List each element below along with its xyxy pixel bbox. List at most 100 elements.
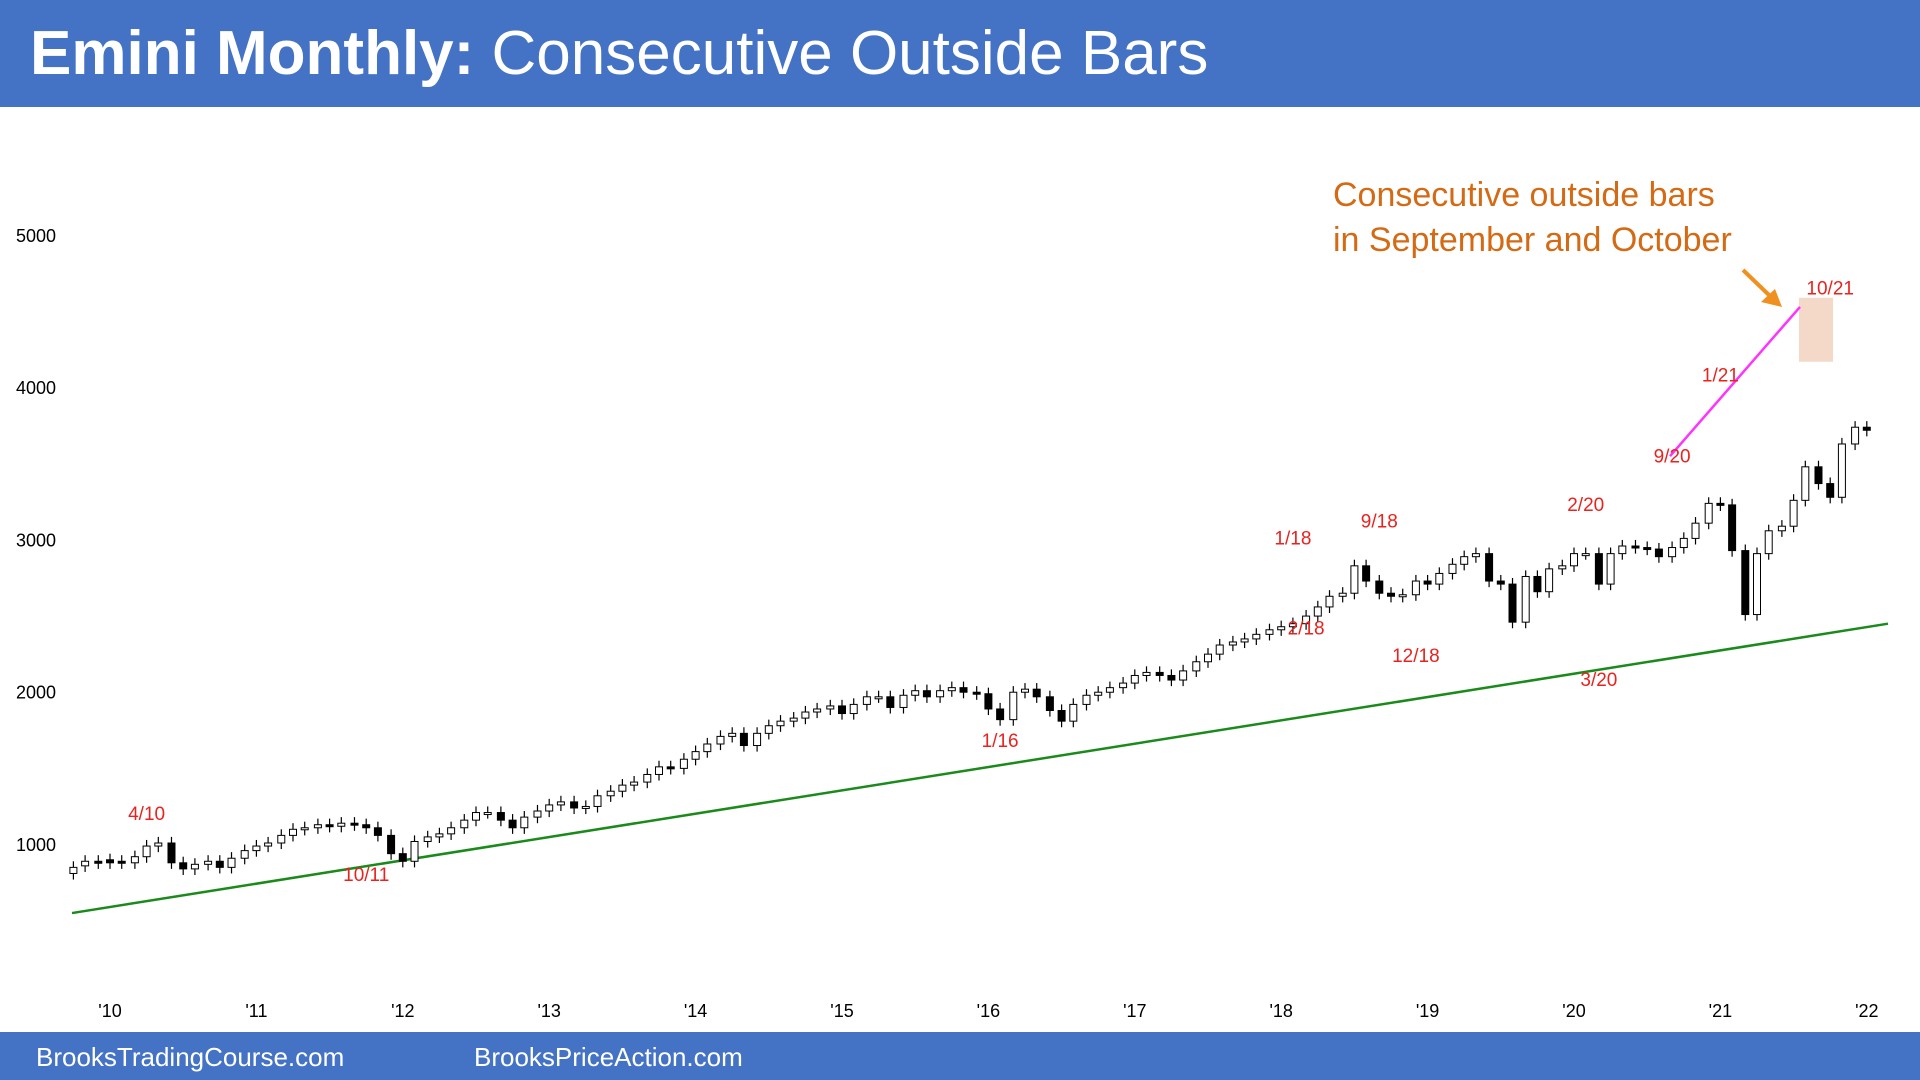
candle	[764, 719, 773, 740]
candle-body	[1375, 580, 1384, 594]
candle	[154, 836, 163, 853]
candle	[1313, 600, 1322, 623]
candle	[533, 804, 542, 824]
candle	[1545, 562, 1554, 598]
candle	[240, 844, 249, 865]
channel-line	[1669, 306, 1801, 457]
candle	[483, 806, 492, 819]
candle-body	[570, 801, 579, 809]
candle-body	[1167, 674, 1176, 681]
x-tick-label: '11	[245, 1001, 267, 1021]
candle-body	[1851, 426, 1860, 445]
candle	[1728, 498, 1737, 557]
candle-body	[618, 784, 627, 792]
candle	[117, 855, 126, 869]
candle	[753, 727, 762, 752]
candle	[922, 684, 931, 703]
candle-body	[1691, 522, 1700, 539]
candle-body	[1753, 553, 1761, 616]
x-tick-label: '10	[98, 1001, 121, 1021]
candle-body	[1105, 687, 1114, 693]
candle-body	[1581, 553, 1590, 557]
candle	[947, 681, 956, 697]
page-title: Emini Monthly: Consecutive Outside Bars	[30, 14, 1208, 94]
candle-body	[1045, 696, 1054, 711]
candle-body	[1265, 629, 1274, 635]
candle-body	[716, 735, 725, 745]
candle	[1764, 524, 1773, 560]
candle	[325, 818, 334, 833]
candle	[142, 839, 151, 863]
candle-body	[1570, 553, 1578, 567]
candle	[1362, 559, 1371, 588]
candle	[1533, 570, 1542, 598]
candle	[1082, 689, 1091, 711]
footer-site-1[interactable]: BrooksTradingCourse.com	[36, 1042, 345, 1072]
candle	[862, 690, 871, 711]
candle-body	[179, 862, 188, 870]
candle	[996, 702, 1005, 726]
candle-body	[215, 860, 224, 868]
candle-body	[167, 842, 176, 864]
date-label: 4/10	[128, 804, 165, 825]
candle-body	[1485, 553, 1494, 582]
candle	[1057, 704, 1066, 728]
candle-body	[69, 866, 78, 874]
candle	[1862, 421, 1871, 437]
candle	[1448, 558, 1457, 580]
candle-body	[1240, 638, 1249, 643]
title-rest: Consecutive Outside Bars	[491, 19, 1209, 88]
candle	[204, 855, 213, 871]
candle	[1496, 574, 1505, 591]
candle	[1777, 520, 1786, 537]
footer-site-2[interactable]: BrooksPriceAction.com	[474, 1042, 743, 1072]
candle-body	[874, 696, 883, 700]
candle-body	[1837, 443, 1846, 498]
candle-body	[508, 819, 517, 829]
candle-body	[1704, 502, 1713, 524]
candle	[1643, 541, 1652, 556]
candle	[1570, 547, 1578, 572]
candle	[252, 839, 261, 857]
candle-body	[1313, 606, 1322, 617]
candle	[606, 785, 615, 802]
candle-body	[154, 842, 163, 847]
candle	[1411, 574, 1420, 601]
y-tick-label: 2000	[16, 683, 56, 703]
candle	[1460, 550, 1469, 571]
candle-body	[1142, 671, 1151, 676]
candle-body	[922, 690, 931, 698]
candle-body	[1668, 547, 1677, 558]
candle-body	[666, 766, 675, 770]
candle-body	[1009, 691, 1018, 721]
x-tick-label: '15	[830, 1001, 853, 1021]
title-bold: Emini Monthly:	[30, 19, 475, 88]
candle-body	[1789, 499, 1798, 527]
candle	[703, 737, 712, 758]
candle	[1215, 638, 1224, 661]
candle	[1668, 541, 1677, 563]
candle	[1130, 669, 1139, 690]
candle-body	[655, 766, 663, 775]
candle-body	[1508, 583, 1517, 623]
candle-body	[533, 810, 542, 818]
candle	[666, 760, 675, 775]
candle-body	[117, 860, 126, 864]
candle	[838, 699, 846, 720]
candle	[1594, 547, 1603, 591]
candle	[1142, 666, 1151, 682]
candle-body	[1496, 580, 1505, 585]
candle	[1119, 676, 1128, 694]
candle	[472, 806, 480, 827]
candle	[496, 806, 505, 827]
candle	[1521, 570, 1530, 629]
candle-body	[1155, 671, 1164, 676]
candle-body	[435, 833, 444, 838]
candle-body	[984, 693, 993, 710]
candle-body	[1801, 466, 1810, 501]
candle-body	[1350, 565, 1359, 594]
candle	[1240, 632, 1249, 649]
candle-body	[1094, 691, 1103, 696]
callout-line-2: in September and October	[1333, 221, 1732, 259]
